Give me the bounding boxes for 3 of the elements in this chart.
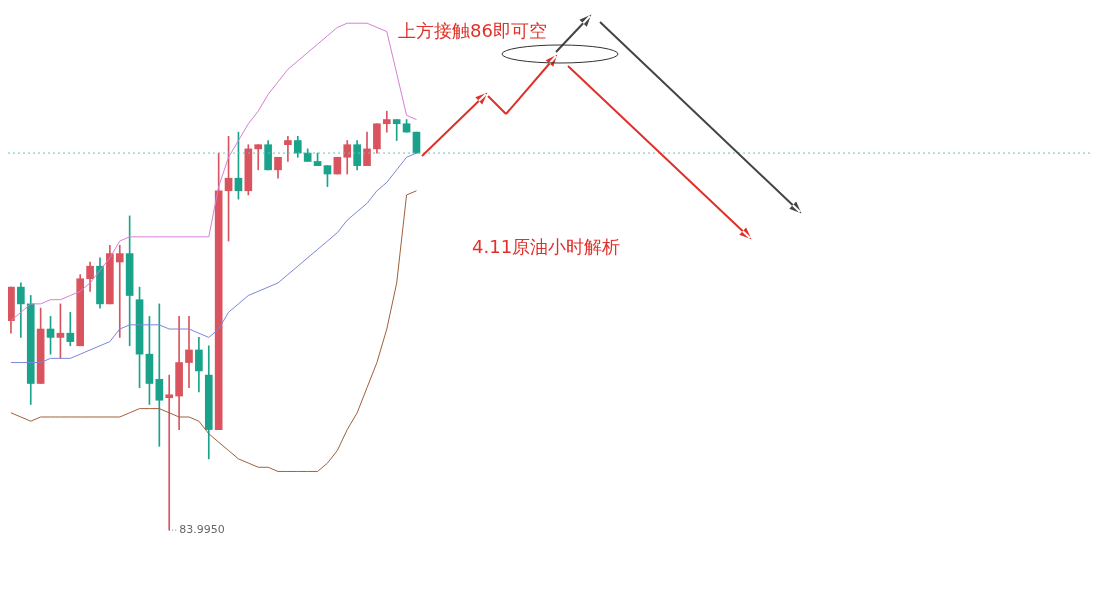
annotation: 83.9950 xyxy=(179,522,225,536)
text: 上方接触86即可空 xyxy=(398,19,547,41)
text: 4.11原油小时解析 xyxy=(472,235,621,257)
